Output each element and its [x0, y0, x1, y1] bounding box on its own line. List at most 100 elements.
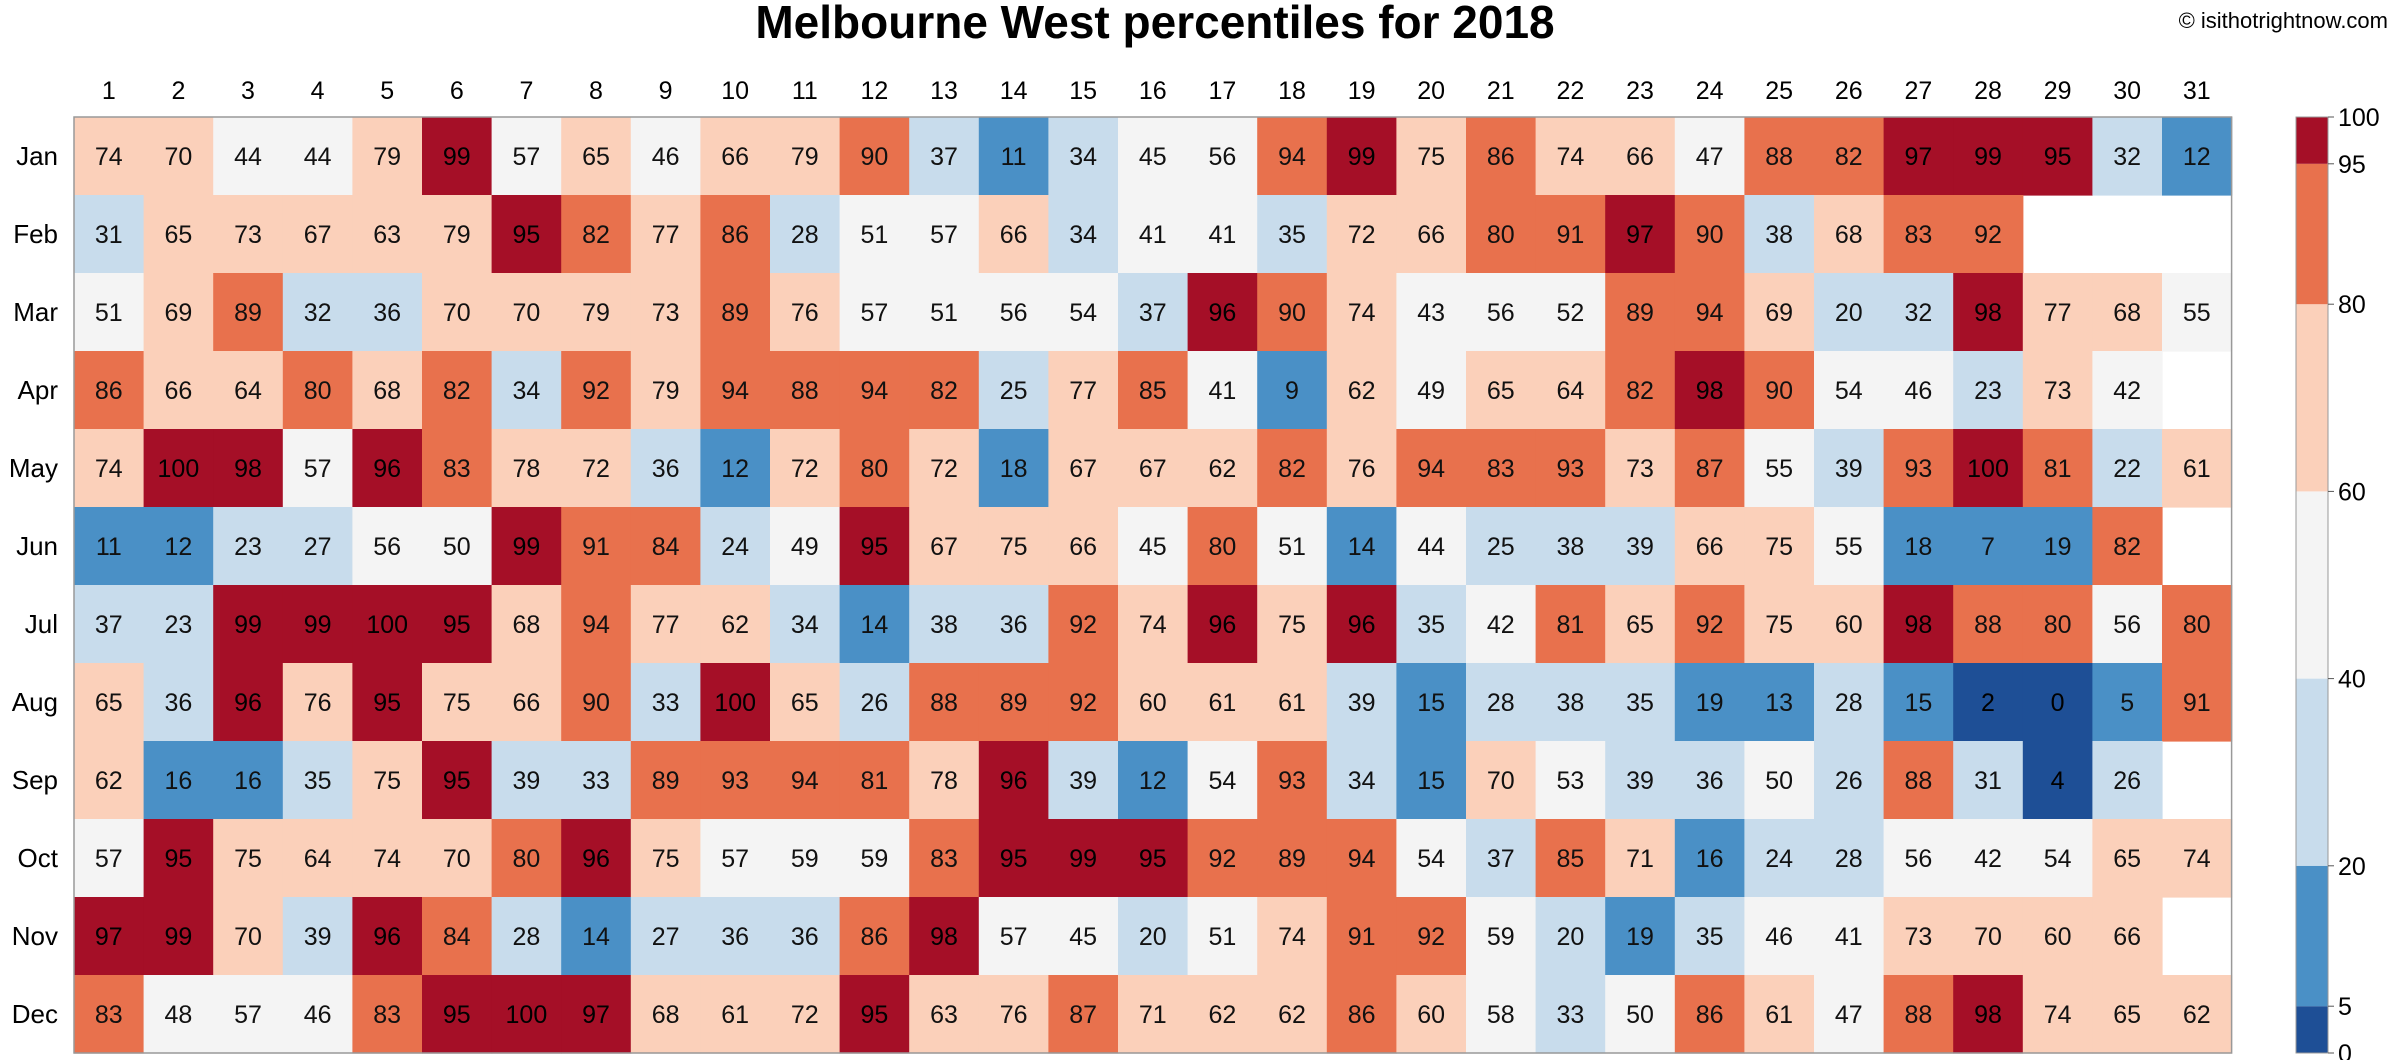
cell-value-label: 66 [164, 377, 192, 405]
cell-value-label: 18 [1000, 455, 1028, 483]
heatmap-cell [422, 429, 493, 508]
colorbar-bin [2296, 304, 2328, 492]
cell-value-label: 61 [1765, 1001, 1793, 1029]
cell-value-label: 60 [2044, 923, 2072, 951]
heatmap-cell [1396, 975, 1467, 1054]
cell-value-label: 24 [721, 533, 749, 561]
heatmap-cell [1814, 975, 1885, 1054]
cell-value-label: 72 [582, 455, 610, 483]
heatmap-cell [700, 585, 771, 664]
cell-value-label: 22 [2113, 455, 2141, 483]
heatmap-cell [1396, 585, 1467, 664]
heatmap-cell [1883, 741, 1954, 820]
heatmap-cell [770, 897, 841, 976]
cell-value-label: 86 [860, 923, 888, 951]
heatmap-cell [491, 507, 562, 586]
cell-value-label: 92 [1069, 611, 1097, 639]
cell-value-label: 26 [2113, 767, 2141, 795]
heatmap-cell [282, 663, 353, 742]
heatmap-cell [700, 429, 771, 508]
heatmap-cell [1118, 429, 1189, 508]
heatmap-cell [352, 195, 423, 274]
cell-value-label: 99 [443, 143, 471, 171]
heatmap-cell [2022, 663, 2093, 742]
colorbar-tick-label: 95 [2338, 151, 2366, 179]
heatmap-cell [2162, 585, 2233, 664]
heatmap-cell [700, 117, 771, 196]
cell-value-label: 75 [1278, 611, 1306, 639]
heatmap-cell [1048, 663, 1119, 742]
cell-value-label: 89 [1000, 689, 1028, 717]
heatmap-cell [1953, 897, 2024, 976]
heatmap-cell [1883, 819, 1954, 898]
heatmap-cell [1535, 351, 1606, 430]
heatmap-cell [2092, 741, 2163, 820]
heatmap-cell [282, 507, 353, 586]
heatmap-cell [700, 975, 771, 1054]
heatmap-cell [700, 819, 771, 898]
cell-value-label: 95 [2044, 143, 2072, 171]
day-label: 12 [860, 77, 888, 105]
heatmap-cell [213, 195, 284, 274]
cell-value-label: 75 [1000, 533, 1028, 561]
cell-value-label: 99 [164, 923, 192, 951]
heatmap-cell [422, 975, 493, 1054]
heatmap-cell [422, 819, 493, 898]
heatmap-cell [1744, 819, 1815, 898]
heatmap-cell [1466, 897, 1537, 976]
heatmap-cell [74, 351, 145, 430]
copyright-notice: © isithotrightnow.com [2179, 8, 2388, 33]
heatmap-cell [770, 273, 841, 352]
cell-value-label: 66 [1626, 143, 1654, 171]
heatmap-cell [1883, 273, 1954, 352]
day-label: 27 [1904, 77, 1932, 105]
heatmap-cell [1048, 429, 1119, 508]
cell-value-label: 46 [1765, 923, 1793, 951]
cell-value-label: 100 [506, 1001, 548, 1029]
cell-value-label: 9 [1285, 377, 1299, 405]
heatmap-cell [1953, 273, 2024, 352]
heatmap-cell [491, 741, 562, 820]
cell-value-label: 93 [721, 767, 749, 795]
day-label: 25 [1765, 77, 1793, 105]
heatmap-cell [1187, 507, 1258, 586]
heatmap-cell [213, 741, 284, 820]
cell-value-label: 36 [721, 923, 749, 951]
cell-value-label: 82 [443, 377, 471, 405]
heatmap-cell [1466, 273, 1537, 352]
heatmap-cell [1883, 507, 1954, 586]
cell-value-label: 65 [95, 689, 123, 717]
heatmap-cell [1605, 897, 1676, 976]
cell-value-label: 95 [373, 689, 401, 717]
month-label: Apr [18, 375, 59, 405]
cell-value-label: 57 [1000, 923, 1028, 951]
heatmap-cell [1187, 741, 1258, 820]
cell-value-label: 96 [1208, 299, 1236, 327]
cell-value-label: 57 [95, 845, 123, 873]
cell-value-label: 34 [1069, 221, 1097, 249]
heatmap-cell [630, 741, 701, 820]
cell-value-label: 93 [1278, 767, 1306, 795]
heatmap-cell [74, 195, 145, 274]
heatmap-cell [1048, 273, 1119, 352]
heatmap-cell [143, 117, 214, 196]
cell-value-label: 76 [791, 299, 819, 327]
heatmap-cell [1048, 975, 1119, 1054]
cell-value-label: 96 [1208, 611, 1236, 639]
cell-value-label: 53 [1556, 767, 1584, 795]
heatmap-cell [1187, 975, 1258, 1054]
heatmap-cell [630, 117, 701, 196]
heatmap-cell [2022, 507, 2093, 586]
cell-value-label: 35 [1278, 221, 1306, 249]
heatmap-cell [630, 507, 701, 586]
cell-value-label: 44 [1417, 533, 1445, 561]
cell-value-label: 39 [1626, 767, 1654, 795]
cell-value-label: 73 [1626, 455, 1654, 483]
cell-value-label: 72 [930, 455, 958, 483]
cell-value-label: 99 [512, 533, 540, 561]
cell-value-label: 46 [652, 143, 680, 171]
heatmap-cell [1466, 429, 1537, 508]
heatmap-cell [491, 819, 562, 898]
heatmap-cell [213, 975, 284, 1054]
day-label: 7 [519, 77, 533, 105]
